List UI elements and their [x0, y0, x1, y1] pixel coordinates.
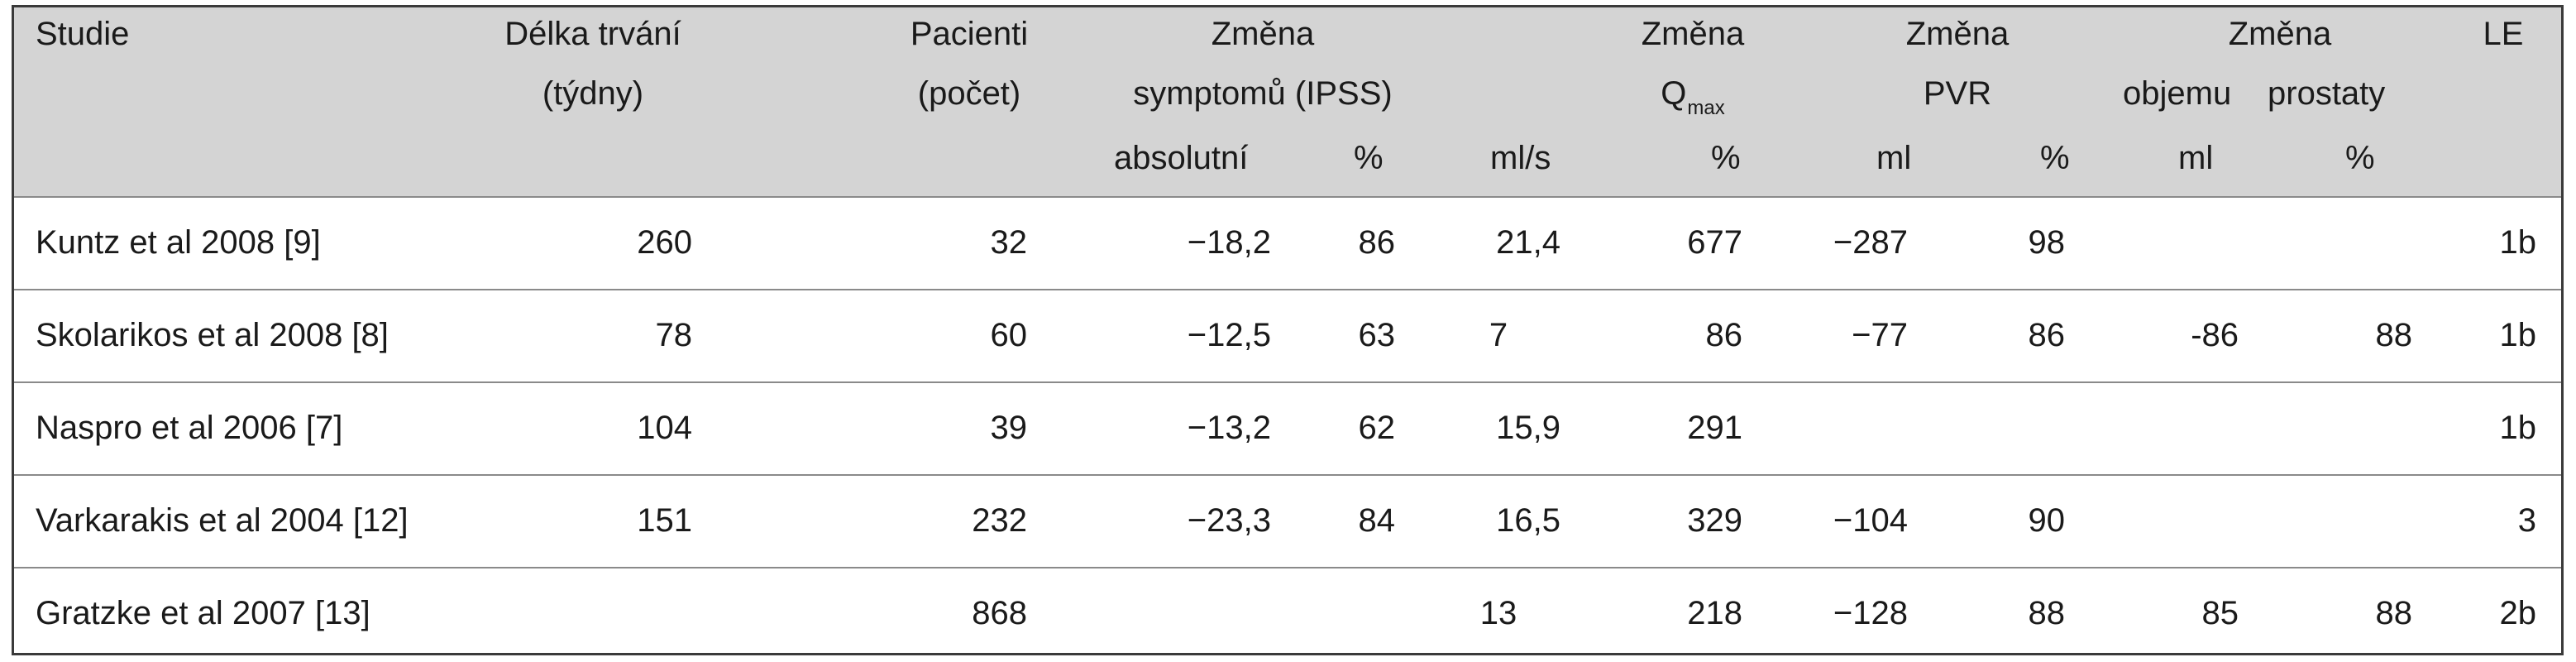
cell-pvr-ml: −77 — [1852, 317, 1908, 353]
header-pvr-line1: Změna — [1905, 16, 2010, 52]
cell-ipss-pct: 63 — [1358, 317, 1396, 353]
cell-qmax-pct: 677 — [1687, 224, 1742, 261]
cell-pvr-ml: −104 — [1833, 502, 1908, 539]
cell-qmax-pct: 86 — [1705, 317, 1743, 353]
header-ipss-abs: absolutní — [1114, 140, 1249, 176]
header-ipss-pct: % — [1354, 140, 1384, 176]
header-pvr-line2: PVR — [1923, 75, 1992, 112]
cell-pacienti: 32 — [990, 224, 1028, 261]
cell-pvr-pct: 90 — [2028, 502, 2066, 539]
cell-ipss-abs: −12,5 — [1187, 317, 1271, 353]
header-ipss-line2: symptomů (IPSS) — [1133, 75, 1393, 112]
header-pvr-pct: % — [2040, 140, 2070, 176]
cell-studie: Gratzke et al 2007 [13] — [36, 595, 370, 631]
cell-pvr-pct: 88 — [2028, 595, 2066, 631]
cell-pacienti: 60 — [990, 317, 1028, 353]
cell-studie: Varkarakis et al 2004 [12] — [36, 502, 409, 539]
cell-ipss-pct: 86 — [1358, 224, 1396, 261]
table-header: Studie Délka trvání (týdny) Pacienti (po… — [14, 7, 2561, 196]
cell-studie: Skolarikos et al 2008 [8] — [36, 317, 389, 353]
header-prost-ml: ml — [2178, 140, 2214, 176]
cell-ipss-abs: −18,2 — [1187, 224, 1271, 261]
header-qmax-q: Q — [1661, 75, 1687, 112]
row-divider — [14, 567, 2561, 568]
cell-prost-pct: 88 — [2375, 595, 2413, 631]
cell-delka: 260 — [637, 224, 692, 261]
header-studie: Studie — [36, 16, 130, 52]
cell-delka: 151 — [637, 502, 692, 539]
cell-prost-ml: 85 — [2201, 595, 2239, 631]
header-prost-line2b: prostaty — [2268, 75, 2386, 112]
cell-qmax-mls: 16,5 — [1496, 502, 1560, 539]
header-pacienti-line2: (počet) — [917, 75, 1021, 112]
header-prost-line2a: objemu — [2123, 75, 2232, 112]
cell-prost-pct: 88 — [2375, 317, 2413, 353]
header-delka-line1: Délka trvání — [504, 16, 681, 52]
cell-pacienti: 232 — [972, 502, 1027, 539]
row-divider — [14, 474, 2561, 476]
row-divider — [14, 381, 2561, 383]
cell-prost-ml: -86 — [2191, 317, 2239, 353]
header-delka-line2: (týdny) — [542, 75, 644, 112]
row-divider — [14, 289, 2561, 290]
cell-qmax-pct: 218 — [1687, 595, 1742, 631]
cell-studie: Kuntz et al 2008 [9] — [36, 224, 321, 261]
cell-qmax-pct: 329 — [1687, 502, 1742, 539]
header-qmax-line1: Změna — [1641, 16, 1745, 52]
cell-delka: 104 — [637, 410, 692, 446]
cell-qmax-mls: 7 — [1489, 317, 1508, 353]
cell-studie: Naspro et al 2006 [7] — [36, 410, 343, 446]
header-ipss-line1: Změna — [1211, 16, 1315, 52]
cell-pvr-pct: 98 — [2028, 224, 2066, 261]
cell-qmax-mls: 13 — [1479, 595, 1517, 631]
cell-qmax-mls: 15,9 — [1496, 410, 1560, 446]
cell-pvr-pct: 86 — [2028, 317, 2066, 353]
header-qmax-mls: ml/s — [1490, 140, 1551, 176]
cell-pvr-ml: −287 — [1833, 224, 1908, 261]
header-pacienti-line1: Pacienti — [910, 16, 1029, 52]
results-table: Studie Délka trvání (týdny) Pacienti (po… — [12, 5, 2564, 655]
cell-pacienti: 39 — [990, 410, 1028, 446]
cell-pacienti: 868 — [972, 595, 1027, 631]
header-prost-line1: Změna — [2228, 16, 2332, 52]
cell-ipss-abs: −13,2 — [1187, 410, 1271, 446]
header-qmax-pct: % — [1711, 140, 1741, 176]
cell-delka: 78 — [655, 317, 693, 353]
cell-ipss-pct: 84 — [1358, 502, 1396, 539]
cell-le: 1b — [2499, 224, 2537, 261]
cell-ipss-pct: 62 — [1358, 410, 1396, 446]
row-divider — [14, 196, 2561, 198]
header-pvr-ml: ml — [1876, 140, 1912, 176]
header-qmax-sub: max — [1687, 97, 1725, 119]
cell-le: 1b — [2499, 317, 2537, 353]
cell-ipss-abs: −23,3 — [1187, 502, 1271, 539]
cell-pvr-ml: −128 — [1833, 595, 1908, 631]
header-qmax-line2: Qmax — [1569, 75, 1817, 118]
cell-le: 3 — [2517, 502, 2536, 539]
cell-qmax-pct: 291 — [1687, 410, 1742, 446]
header-prost-pct: % — [2345, 140, 2375, 176]
cell-qmax-mls: 21,4 — [1496, 224, 1560, 261]
header-le: LE — [2483, 16, 2524, 52]
cell-le: 1b — [2499, 410, 2537, 446]
cell-le: 2b — [2499, 595, 2537, 631]
